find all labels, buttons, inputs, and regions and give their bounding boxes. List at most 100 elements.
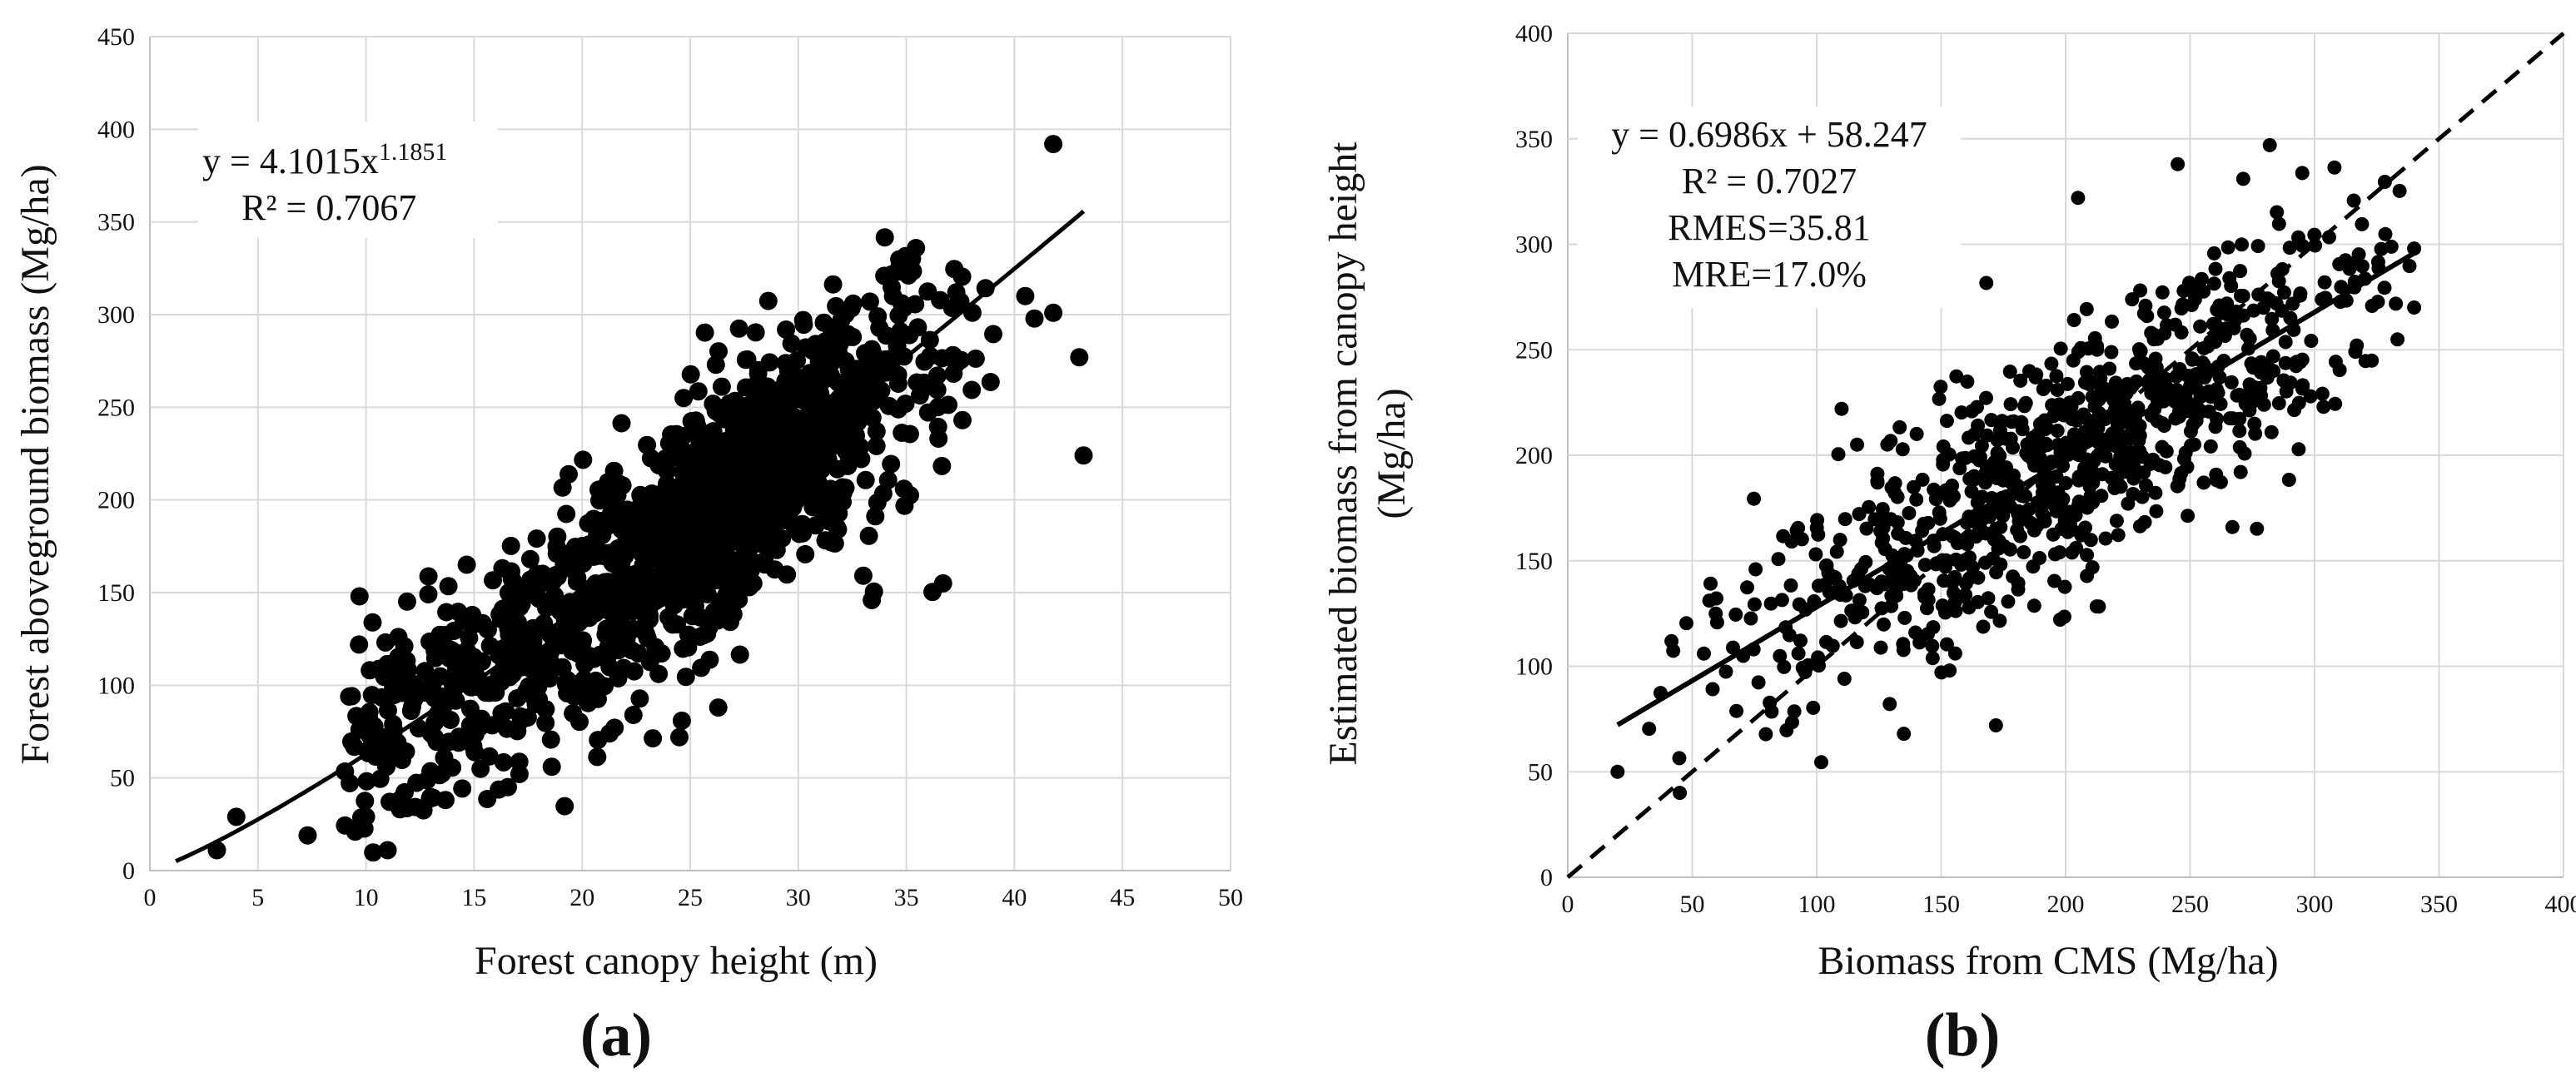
a-data-point bbox=[863, 590, 882, 609]
b-data-point bbox=[2047, 573, 2061, 588]
b-data-point bbox=[1837, 672, 1852, 686]
b-data-point bbox=[1976, 619, 1991, 634]
b-data-point bbox=[2168, 317, 2183, 332]
b-data-point bbox=[2209, 473, 2224, 488]
b-y-tick-label: 400 bbox=[1515, 20, 1553, 47]
a-data-point bbox=[425, 689, 444, 707]
a-data-point bbox=[479, 676, 498, 695]
b-data-point bbox=[1838, 512, 1852, 527]
a-data-point bbox=[670, 727, 689, 747]
a-data-point bbox=[927, 366, 947, 385]
a-data-point bbox=[773, 381, 793, 400]
a-data-point bbox=[843, 447, 862, 466]
a-data-point bbox=[494, 752, 513, 772]
a-data-point bbox=[592, 512, 610, 530]
b-data-point bbox=[1869, 581, 1884, 596]
b-data-point bbox=[1960, 375, 1975, 389]
a-data-point bbox=[574, 684, 594, 703]
b-data-point bbox=[2003, 431, 2018, 446]
b-data-point bbox=[2056, 492, 2071, 507]
b-data-point bbox=[1947, 646, 1962, 661]
b-data-point bbox=[2146, 327, 2161, 342]
b-data-point bbox=[2245, 395, 2260, 409]
b-data-point bbox=[1882, 697, 1897, 712]
b-data-point bbox=[2392, 183, 2407, 198]
b-data-point bbox=[2370, 295, 2385, 310]
a-y-tick-label: 50 bbox=[110, 765, 135, 792]
b-data-point bbox=[1920, 601, 1934, 616]
b-data-point bbox=[2295, 166, 2310, 181]
b-data-point bbox=[2232, 424, 2247, 439]
a-data-point bbox=[724, 430, 743, 449]
a-data-point bbox=[1070, 348, 1089, 367]
b-data-point bbox=[2230, 388, 2245, 403]
a-data-point bbox=[632, 494, 651, 514]
a-data-point bbox=[944, 364, 963, 383]
a-data-point bbox=[503, 633, 522, 651]
b-data-point bbox=[2270, 205, 2285, 220]
b-data-point bbox=[1987, 467, 2002, 482]
a-power-trendline bbox=[175, 209, 1086, 863]
b-data-point bbox=[2185, 352, 2200, 367]
b-data-point bbox=[1975, 489, 1990, 504]
a-data-point bbox=[984, 325, 1002, 344]
b-data-point bbox=[1909, 492, 1924, 507]
b-data-point bbox=[1785, 715, 1799, 730]
b-data-point bbox=[2235, 289, 2250, 303]
b-data-point bbox=[1873, 640, 1888, 655]
b-data-point bbox=[1847, 610, 1862, 625]
a-y-tick-label: 0 bbox=[122, 857, 135, 885]
b-data-point bbox=[1958, 576, 1973, 591]
b-data-point bbox=[2327, 160, 2342, 175]
a-data-point bbox=[766, 411, 785, 430]
b-data-point bbox=[2220, 240, 2235, 255]
x-axis-title: Biomass from CMS (Mg/ha) bbox=[1818, 939, 2278, 983]
a-data-point bbox=[730, 645, 749, 664]
a-data-point bbox=[709, 342, 728, 361]
b-data-point bbox=[1831, 447, 1846, 462]
b-data-point bbox=[2150, 414, 2165, 429]
a-data-point bbox=[674, 426, 693, 445]
a-data-point bbox=[470, 717, 490, 737]
a-data-point bbox=[894, 479, 913, 499]
a-data-point bbox=[455, 612, 473, 631]
b-data-point bbox=[2081, 413, 2096, 428]
b-data-point bbox=[2193, 319, 2208, 334]
b-data-point bbox=[2057, 579, 2072, 594]
b-data-point bbox=[2176, 297, 2191, 312]
b-data-point bbox=[2402, 259, 2417, 274]
a-data-point bbox=[544, 572, 563, 591]
a-data-point bbox=[908, 318, 927, 337]
a-data-point bbox=[743, 573, 763, 593]
b-data-point bbox=[1902, 506, 1917, 520]
b-data-point bbox=[1896, 577, 1911, 591]
b-data-point bbox=[2338, 253, 2353, 268]
b-data-point bbox=[2235, 237, 2249, 252]
b-data-point bbox=[1992, 613, 2007, 628]
b-data-point bbox=[2086, 475, 2101, 490]
b-data-point bbox=[2123, 381, 2138, 396]
b-x-tick-label: 0 bbox=[1562, 891, 1574, 918]
a-data-point bbox=[686, 411, 705, 430]
b-data-point bbox=[2233, 464, 2248, 479]
a-data-point bbox=[659, 608, 678, 627]
a-data-point bbox=[624, 706, 643, 724]
a-data-point bbox=[747, 431, 766, 450]
b-data-point bbox=[2157, 326, 2172, 341]
b-data-point bbox=[1819, 558, 1834, 573]
b-data-point bbox=[2407, 300, 2422, 315]
a-data-point bbox=[878, 470, 898, 489]
b-data-point bbox=[2232, 439, 2247, 454]
b-data-point bbox=[2240, 327, 2255, 342]
b-data-point bbox=[2036, 414, 2051, 429]
b-data-point bbox=[1993, 519, 2008, 534]
a-data-point bbox=[425, 642, 445, 661]
a-data-point bbox=[867, 422, 886, 441]
b-data-point bbox=[2317, 275, 2332, 290]
a-data-point bbox=[779, 446, 798, 465]
b-data-point bbox=[1984, 413, 1999, 428]
b-data-point bbox=[1900, 563, 1915, 578]
b-data-point bbox=[1776, 529, 1791, 543]
a-data-point bbox=[501, 536, 520, 555]
b-data-point bbox=[2133, 283, 2148, 298]
